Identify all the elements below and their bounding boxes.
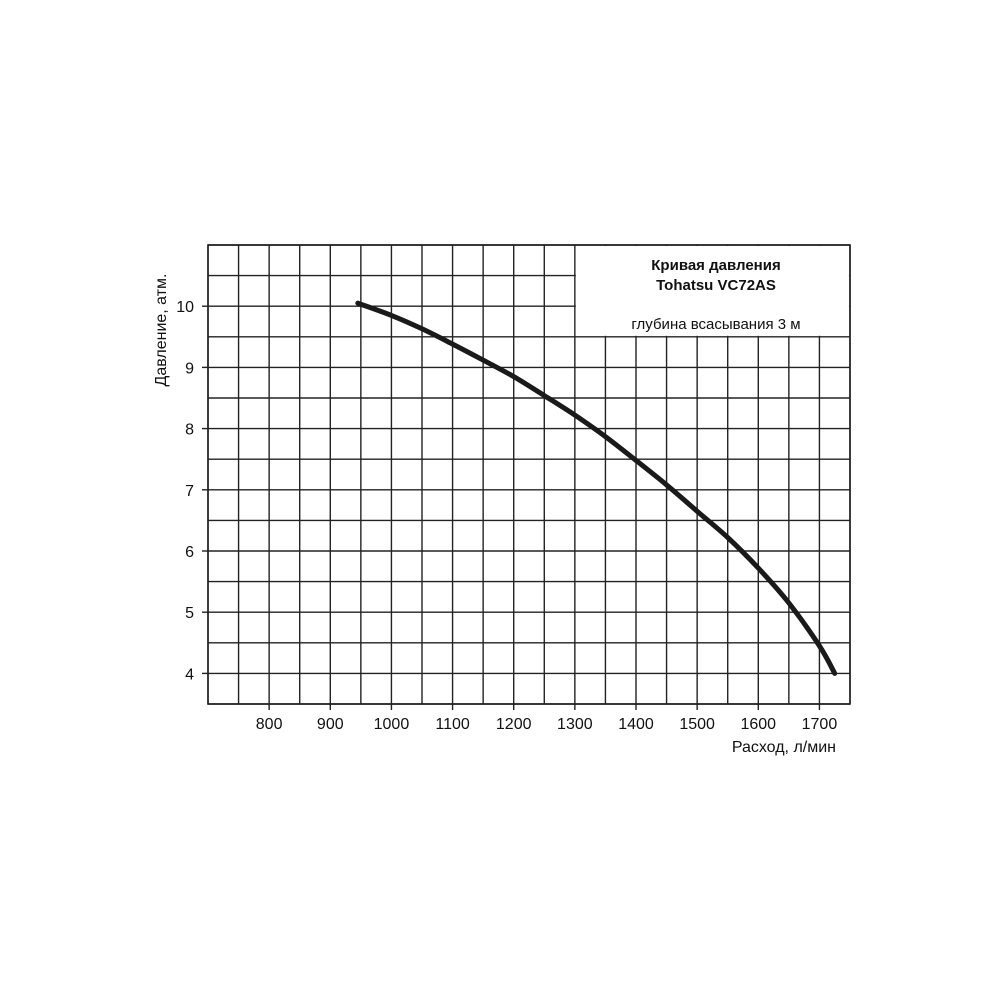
y-tick-label: 10 (176, 299, 194, 316)
y-tick-label: 6 (185, 544, 194, 561)
chart-title-model: Tohatsu VC72AS (656, 277, 776, 294)
x-tick-label: 800 (256, 716, 283, 733)
chart-axes (202, 244, 851, 710)
x-tick-label: 1600 (740, 716, 776, 733)
series-line (355, 300, 838, 676)
x-tick-label: 1500 (679, 716, 715, 733)
y-tick-label: 5 (185, 605, 194, 622)
y-axis-label: Давление, атм. (153, 274, 170, 387)
x-tick-label: 1200 (496, 716, 532, 733)
y-tick-label: 8 (185, 422, 194, 439)
x-tick-label: 1400 (618, 716, 654, 733)
y-tick-label: 7 (185, 483, 194, 500)
plot-frame (207, 244, 851, 705)
x-tick-label: 1100 (435, 716, 470, 733)
y-tick-label: 4 (185, 666, 194, 683)
tick-labels: 800 900 1000 1100 1200 1300 1400 1500 1600 1700 4 5… (176, 299, 837, 733)
chart-subtitle: глубина всасывания 3 м (631, 316, 800, 333)
x-tick-label: 1300 (557, 716, 593, 733)
x-tick-label: 1700 (802, 716, 838, 733)
title-box-background (575, 246, 849, 336)
y-tick-label: 9 (185, 360, 194, 377)
series-layer (355, 300, 838, 676)
chart-title: Кривая давления (651, 257, 780, 274)
x-axis-label: Расход, л/мин (732, 739, 836, 756)
x-tick-label: 900 (317, 716, 344, 733)
x-tick-label: 1000 (374, 716, 410, 733)
